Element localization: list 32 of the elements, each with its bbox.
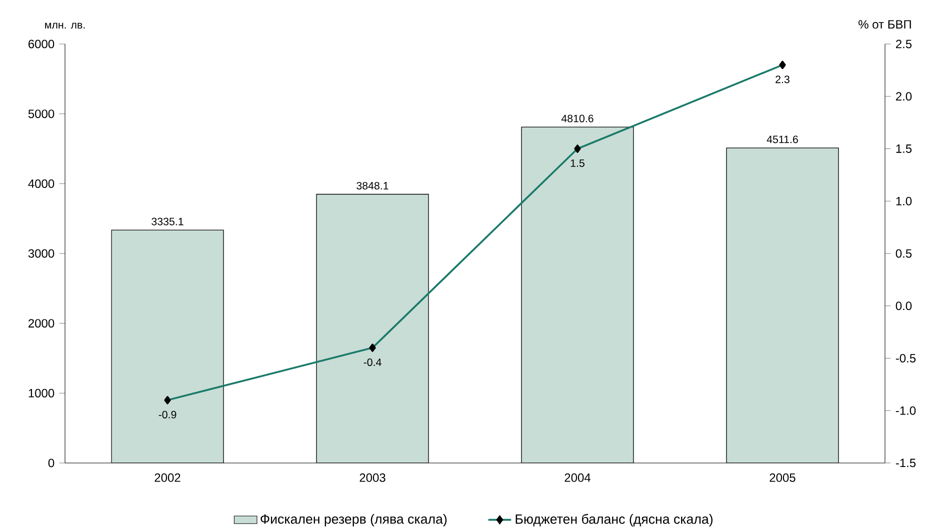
legend-label: Фискален резерв (лява скала) <box>260 514 447 526</box>
data-label: 3335.1 <box>152 218 184 226</box>
y-tick-label: 2000 <box>28 319 54 328</box>
data-label: 1.5 <box>570 159 584 167</box>
y-tick-label: 0 <box>48 458 54 468</box>
x-tick-label: 2004 <box>564 473 590 482</box>
y2-tick-label: -1.0 <box>896 406 916 415</box>
x-tick-label: 2003 <box>360 473 386 482</box>
data-label: 3848.1 <box>356 182 388 190</box>
y2-axis-title: % от БВП <box>858 20 911 29</box>
y2-tick-label: 0.5 <box>896 249 912 258</box>
y-axis-title: млн. лв. <box>45 22 85 29</box>
y2-tick-label: 0.0 <box>896 302 912 310</box>
y-tick-label: 4000 <box>28 179 54 188</box>
data-label: -0.9 <box>158 410 176 418</box>
y2-tick-label: 1.5 <box>896 144 912 153</box>
legend-label: Бюджетен баланс (дясна скала) <box>516 514 713 526</box>
y2-tick-label: -0.5 <box>896 354 916 362</box>
y-tick-label: 1000 <box>28 388 54 398</box>
y-tick-label: 3000 <box>28 249 54 258</box>
y2-tick-label: 2.0 <box>896 92 912 101</box>
data-label: 4810.6 <box>561 114 594 122</box>
data-label: 2.3 <box>776 76 790 84</box>
x-tick-label: 2002 <box>154 473 180 482</box>
x-tick-label: 2005 <box>770 473 796 482</box>
y2-tick-label: -1.5 <box>896 458 916 468</box>
y2-tick-label: 2.5 <box>896 40 912 48</box>
data-label: -0.4 <box>364 358 382 366</box>
y-tick-label: 6000 <box>28 40 54 48</box>
y-tick-label: 5000 <box>28 110 54 118</box>
y2-tick-label: 1.0 <box>896 196 912 206</box>
data-label: 4511.6 <box>766 136 798 144</box>
